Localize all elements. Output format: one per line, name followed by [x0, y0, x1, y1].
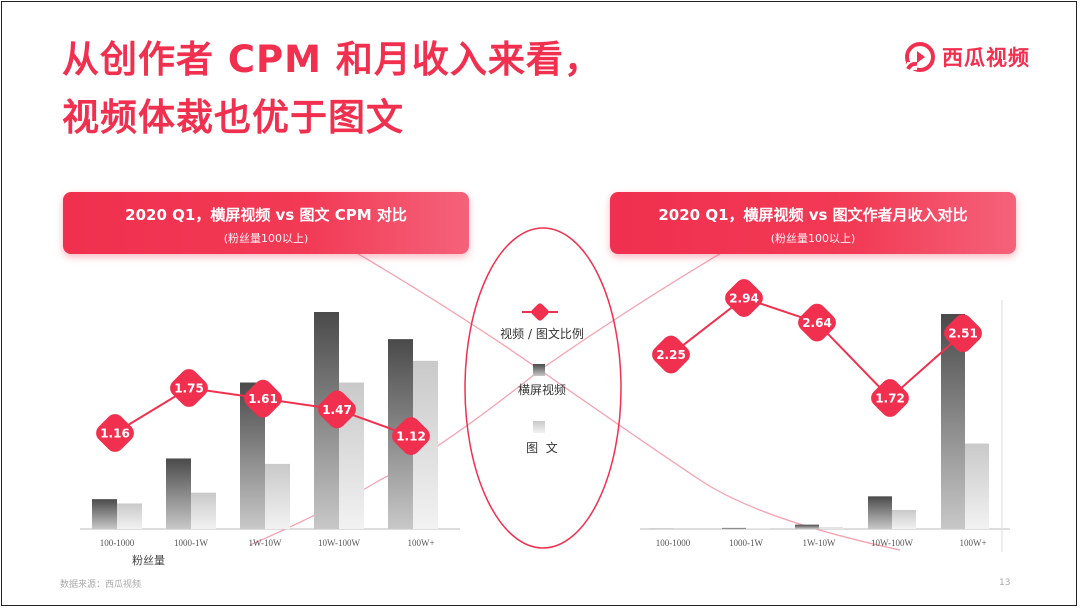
ratio-marker — [725, 279, 763, 317]
bar-video — [92, 499, 117, 529]
data-source-note: 数据来源：西瓜视频 — [60, 580, 142, 590]
logo-text: 西瓜视频 — [942, 46, 1030, 70]
x-tick-label: 1W-10W — [803, 538, 836, 548]
ratio-marker — [944, 314, 982, 353]
ratio-data-label: 2.51 — [948, 327, 978, 341]
ratio-data-label: 1.72 — [875, 392, 905, 406]
bar-image-text — [965, 443, 989, 529]
ratio-data-label: 1.12 — [396, 430, 426, 444]
bar-image-text — [191, 492, 216, 529]
ratio-marker — [96, 414, 134, 452]
xigua-play-icon — [905, 42, 935, 72]
page-number: 13 — [999, 578, 1011, 588]
ratio-marker — [170, 369, 208, 407]
ratio-marker — [244, 379, 282, 418]
bar-image-text — [265, 463, 290, 529]
ratio-marker — [652, 335, 690, 374]
legend-image-text-mark — [533, 421, 545, 433]
ratio-marker — [798, 303, 836, 342]
ratio-marker — [871, 379, 909, 417]
decor-center-ellipse — [464, 227, 622, 549]
ratio-data-label: 2.25 — [656, 348, 686, 362]
legend-video-label: 横屏视频 — [517, 383, 566, 397]
page-title-line2: 视频体裁也优于图文 — [62, 96, 404, 139]
ratio-data-label: 2.64 — [802, 316, 832, 330]
ratio-data-label: 2.94 — [729, 292, 759, 306]
x-tick-label: 1000-1W — [174, 538, 208, 548]
x-tick-label: 10W-100W — [871, 538, 913, 548]
bar-image-text — [819, 527, 843, 529]
bar-image-text — [117, 503, 142, 529]
logo: 西瓜视频 — [905, 42, 1030, 72]
x-axis-label-fans: 粉丝量 — [132, 554, 165, 567]
legend-ratio-mark — [522, 303, 558, 321]
x-tick-label: 10W-100W — [318, 538, 360, 548]
ratio-data-label: 1.16 — [100, 427, 130, 441]
chart-title-income: 2020 Q1，横屏视频 vs 图文作者月收入对比 — [658, 206, 968, 224]
x-tick-label: 100-1000 — [656, 538, 691, 548]
chart-banner-cpm: 2020 Q1，横屏视频 vs 图文 CPM 对比 (粉丝量100以上) — [63, 192, 469, 254]
ratio-marker — [392, 417, 430, 455]
income-chart: 100-1000 1000-1W 1W-10W 10W-100W 100W+ 2.25 2.… — [649, 279, 989, 548]
page-title-line1: 从创作者 CPM 和月收入来看， — [62, 38, 602, 81]
x-tick-label: 1W-10W — [249, 538, 282, 548]
x-tick-label: 100W+ — [407, 538, 434, 548]
legend-ratio-label: 视频 / 图文比例 — [500, 327, 584, 341]
x-tick-label: 100W+ — [959, 538, 986, 548]
bar-video — [166, 458, 191, 529]
ratio-data-label: 1.47 — [322, 403, 352, 417]
chart-subtitle-cpm: (粉丝量100以上) — [223, 232, 309, 245]
chart-banner-income: 2020 Q1，横屏视频 vs 图文作者月收入对比 (粉丝量100以上) — [610, 192, 1016, 254]
chart-subtitle-income: (粉丝量100以上) — [770, 232, 856, 245]
bar-video — [722, 527, 746, 529]
bar-video — [868, 496, 892, 529]
ratio-data-label: 1.75 — [174, 382, 204, 396]
bar-video — [795, 524, 819, 529]
x-tick-label: 100-1000 — [100, 538, 135, 548]
ratio-data-label: 1.61 — [248, 392, 278, 406]
cpm-chart: 100-1000 1000-1W 1W-10W 10W-100W 100W+ 1.16 1.… — [92, 312, 438, 548]
legend-video-mark — [533, 364, 545, 376]
ratio-marker — [318, 390, 356, 429]
x-tick-label: 1000-1W — [729, 538, 763, 548]
bar-image-text — [892, 509, 916, 529]
chart-title-cpm: 2020 Q1，横屏视频 vs 图文 CPM 对比 — [125, 206, 407, 224]
legend-image-text-label: 图 文 — [526, 441, 558, 455]
